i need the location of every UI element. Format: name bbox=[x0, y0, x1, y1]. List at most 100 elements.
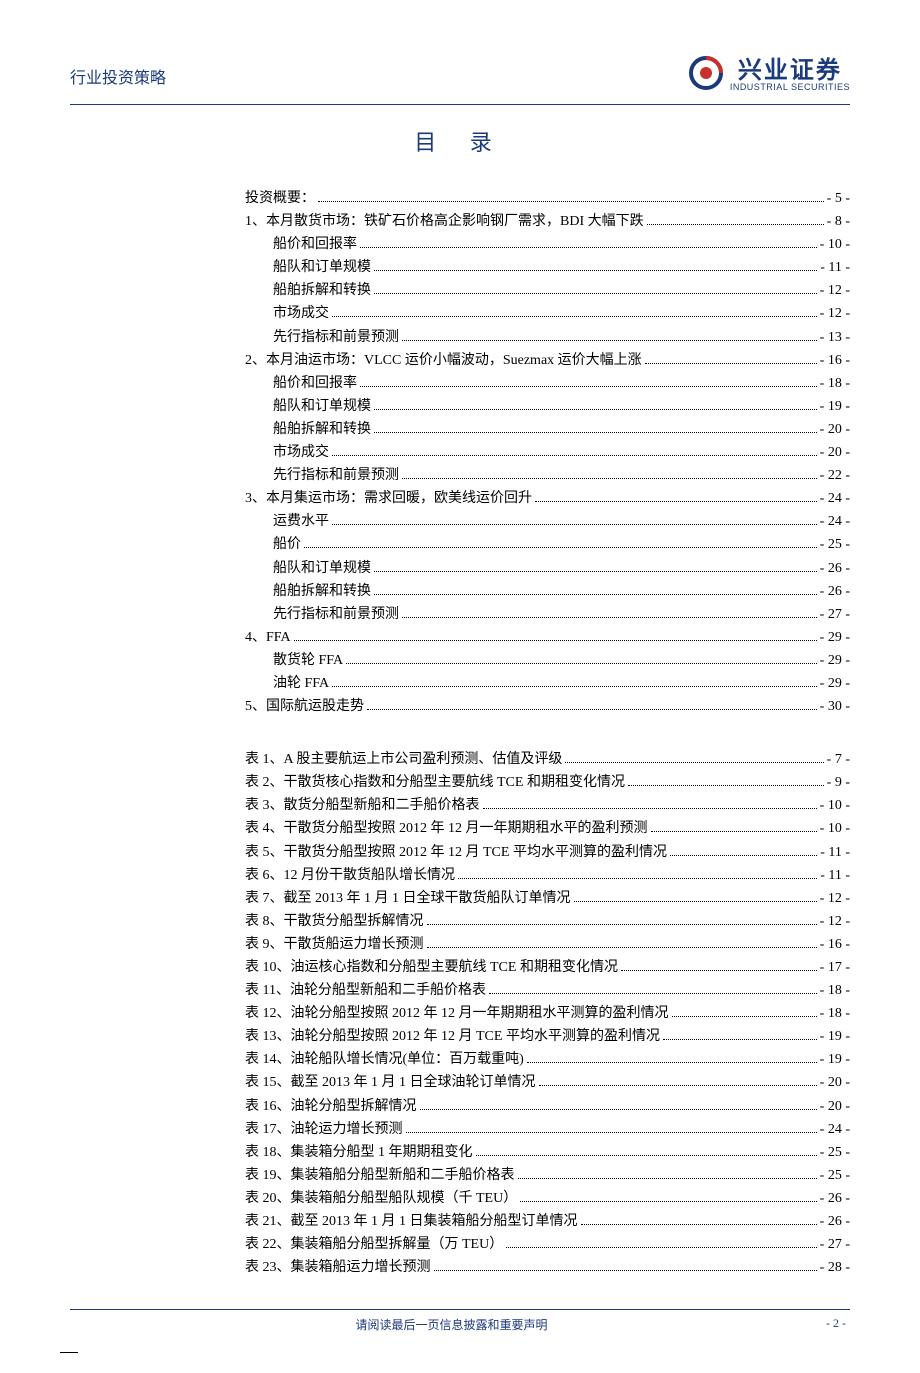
toc-entry-label: 先行指标和前景预测 bbox=[273, 326, 399, 349]
toc-entry: 表 23、集装箱船运力增长预测 - 28 - bbox=[245, 1256, 850, 1279]
toc-entry-label: 表 1、A 股主要航运上市公司盈利预测、估值及评级 bbox=[245, 748, 562, 771]
toc-entry-page: - 22 - bbox=[820, 464, 850, 487]
toc-entry-label: 表 20、集装箱船分船型船队规模（千 TEU） bbox=[245, 1187, 517, 1210]
page-header: 行业投资策略 兴业证券 INDUSTRIAL SECURITIES bbox=[70, 55, 850, 96]
toc-entry-label: 表 10、油运核心指数和分船型主要航线 TCE 和期租变化情况 bbox=[245, 956, 618, 979]
toc-entry-label: 先行指标和前景预测 bbox=[273, 464, 399, 487]
toc-title: 目 录 bbox=[70, 125, 850, 157]
toc-entry-page: - 29 - bbox=[820, 649, 850, 672]
toc-leader-dots bbox=[489, 993, 817, 994]
toc-leader-dots bbox=[535, 501, 817, 502]
toc-entry-page: - 26 - bbox=[820, 580, 850, 603]
toc-entry: 表 17、油轮运力增长预测 - 24 - bbox=[245, 1118, 850, 1141]
toc-entry: 表 22、集装箱船分船型拆解量（万 TEU）- 27 - bbox=[245, 1233, 850, 1256]
toc-entry: 表 10、油运核心指数和分船型主要航线 TCE 和期租变化情况- 17 - bbox=[245, 956, 850, 979]
toc-leader-dots bbox=[434, 1270, 817, 1271]
toc-leader-dots bbox=[581, 1224, 817, 1225]
toc-entry-page: - 5 - bbox=[827, 187, 850, 210]
toc-entry: 船舶拆解和转换 - 26 - bbox=[245, 580, 850, 603]
toc-leader-dots bbox=[402, 340, 817, 341]
toc-entry: 表 21、截至 2013 年 1 月 1 日集装箱船分船型订单情况 - 26 - bbox=[245, 1210, 850, 1233]
toc-entry-page: - 20 - bbox=[820, 418, 850, 441]
toc-entry: 表 19、集装箱船分船型新船和二手船价格表- 25 - bbox=[245, 1164, 850, 1187]
toc-entry-page: - 24 - bbox=[820, 1118, 850, 1141]
toc-entry: 表 7、截至 2013 年 1 月 1 日全球干散货船队订单情况- 12 - bbox=[245, 887, 850, 910]
toc-entry-label: 表 4、干散货分船型按照 2012 年 12 月一年期期租水平的盈利预测 bbox=[245, 817, 648, 840]
toc-leader-dots bbox=[565, 762, 823, 763]
toc-entry-page: - 12 - bbox=[820, 887, 850, 910]
toc-entry-label: 表 9、干散货船运力增长预测 bbox=[245, 933, 424, 956]
toc-leader-dots bbox=[402, 617, 817, 618]
toc-leader-dots bbox=[574, 901, 817, 902]
toc-entry: 4、FFA- 29 - bbox=[245, 626, 850, 649]
toc-entry: 船队和订单规模- 19 - bbox=[245, 395, 850, 418]
logo-swirl-icon bbox=[688, 55, 724, 96]
toc-entry: 船价和回报率- 10 - bbox=[245, 233, 850, 256]
footer-page-number: - 2 - bbox=[826, 1316, 846, 1333]
toc-entry-page: - 13 - bbox=[820, 326, 850, 349]
toc-entry-page: - 19 - bbox=[820, 1048, 850, 1071]
toc-entry-page: - 29 - bbox=[820, 672, 850, 695]
toc-entry: 表 15、截至 2013 年 1 月 1 日全球油轮订单情况- 20 - bbox=[245, 1071, 850, 1094]
toc-leader-dots bbox=[506, 1247, 816, 1248]
toc-entry-label: 船舶拆解和转换 bbox=[273, 418, 371, 441]
toc-entry-label: 市场成交 bbox=[273, 302, 329, 325]
toc-leader-dots bbox=[458, 878, 817, 879]
toc-entry-label: 表 6、12 月份干散货船队增长情况 bbox=[245, 864, 455, 887]
toc-entry-page: - 19 - bbox=[820, 1025, 850, 1048]
toc-entry: 表 9、干散货船运力增长预测- 16 - bbox=[245, 933, 850, 956]
toc-entry-label: 表 23、集装箱船运力增长预测 bbox=[245, 1256, 431, 1279]
toc-main-list: 投资概要：- 5 -1、本月散货市场：铁矿石价格高企影响钢厂需求，BDI 大幅下… bbox=[245, 187, 850, 718]
toc-leader-dots bbox=[483, 808, 817, 809]
toc-entry-label: 先行指标和前景预测 bbox=[273, 603, 399, 626]
toc-leader-dots bbox=[527, 1062, 817, 1063]
toc-entry-label: 表 3、散货分船型新船和二手船价格表 bbox=[245, 794, 480, 817]
toc-leader-dots bbox=[520, 1201, 816, 1202]
toc-leader-dots bbox=[318, 201, 824, 202]
footer-divider bbox=[70, 1309, 850, 1310]
toc-entry-label: 船舶拆解和转换 bbox=[273, 580, 371, 603]
toc-entry: 5、国际航运股走势- 30 - bbox=[245, 695, 850, 718]
toc-leader-dots bbox=[420, 1109, 817, 1110]
toc-entry-page: - 16 - bbox=[820, 349, 850, 372]
toc-entry: 1、本月散货市场：铁矿石价格高企影响钢厂需求，BDI 大幅下跌- 8 - bbox=[245, 210, 850, 233]
toc-entry-page: - 24 - bbox=[820, 510, 850, 533]
toc-entry: 市场成交- 20 - bbox=[245, 441, 850, 464]
toc-entry-label: 船价 bbox=[273, 533, 301, 556]
toc-entry-page: - 12 - bbox=[820, 910, 850, 933]
toc-entry-label: 表 21、截至 2013 年 1 月 1 日集装箱船分船型订单情况 bbox=[245, 1210, 578, 1233]
toc-entry-page: - 28 - bbox=[820, 1256, 850, 1279]
toc-leader-dots bbox=[360, 247, 817, 248]
toc-leader-dots bbox=[360, 386, 817, 387]
toc-entry-page: - 20 - bbox=[820, 1071, 850, 1094]
toc-entry-label: 船队和订单规模 bbox=[273, 557, 371, 580]
toc-entry-page: - 20 - bbox=[820, 1095, 850, 1118]
toc-entry: 运费水平- 24 - bbox=[245, 510, 850, 533]
header-divider bbox=[70, 104, 850, 105]
toc-entry-page: - 25 - bbox=[820, 1141, 850, 1164]
toc-entry: 船舶拆解和转换- 12 - bbox=[245, 279, 850, 302]
toc-entry-label: 表 13、油轮分船型按照 2012 年 12 月 TCE 平均水平测算的盈利情况 bbox=[245, 1025, 660, 1048]
toc-entry: 船价- 25 - bbox=[245, 533, 850, 556]
toc-entry-label: 2、本月油运市场：VLCC 运价小幅波动，Suezmax 运价大幅上涨 bbox=[245, 349, 642, 372]
toc-entry: 投资概要：- 5 - bbox=[245, 187, 850, 210]
page-footer: . 请阅读最后一页信息披露和重要声明 - 2 - bbox=[70, 1316, 850, 1333]
brand-logo: 兴业证券 INDUSTRIAL SECURITIES bbox=[688, 55, 850, 96]
toc-entry-label: 1、本月散货市场：铁矿石价格高企影响钢厂需求，BDI 大幅下跌 bbox=[245, 210, 644, 233]
toc-leader-dots bbox=[427, 924, 817, 925]
toc-leader-dots bbox=[628, 785, 824, 786]
toc-entry: 船队和订单规模- 11 - bbox=[245, 256, 850, 279]
toc-entry: 表 1、A 股主要航运上市公司盈利预测、估值及评级- 7 - bbox=[245, 748, 850, 771]
toc-entry-page: - 25 - bbox=[820, 1164, 850, 1187]
toc-entry-page: - 9 - bbox=[827, 771, 850, 794]
toc-entry: 表 2、干散货核心指数和分船型主要航线 TCE 和期租变化情况- 9 - bbox=[245, 771, 850, 794]
toc-entry: 表 4、干散货分船型按照 2012 年 12 月一年期期租水平的盈利预测- 10… bbox=[245, 817, 850, 840]
toc-tables-list: 表 1、A 股主要航运上市公司盈利预测、估值及评级- 7 -表 2、干散货核心指… bbox=[245, 748, 850, 1279]
toc-leader-dots bbox=[374, 270, 817, 271]
toc-leader-dots bbox=[651, 831, 817, 832]
toc-entry-label: 表 17、油轮运力增长预测 bbox=[245, 1118, 403, 1141]
toc-entry-label: 5、国际航运股走势 bbox=[245, 695, 364, 718]
toc-entry-label: 表 8、干散货分船型拆解情况 bbox=[245, 910, 424, 933]
toc-entry-page: - 26 - bbox=[820, 1210, 850, 1233]
toc-entry: 表 14、油轮船队增长情况(单位：百万载重吨)- 19 - bbox=[245, 1048, 850, 1071]
